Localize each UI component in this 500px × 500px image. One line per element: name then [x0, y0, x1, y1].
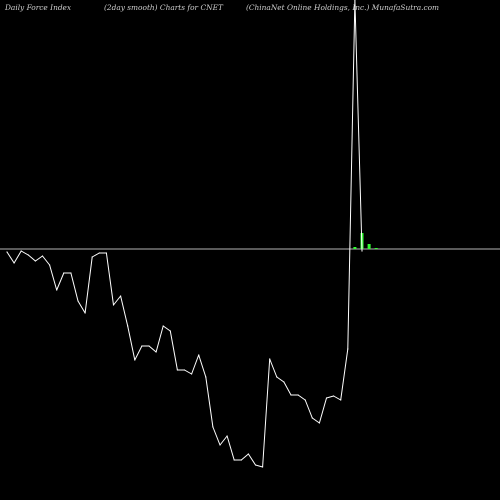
data-point-3	[27, 254, 29, 256]
data-point-6	[49, 264, 51, 266]
chart-header-right: (ChinaNet Online Holdings, Inc.) MunafaS…	[246, 3, 440, 12]
data-point-33	[240, 459, 242, 461]
data-point-2	[20, 250, 22, 252]
data-point-4	[34, 260, 37, 262]
data-point-43	[311, 417, 313, 419]
volume-bar-2	[367, 244, 371, 249]
data-point-10	[77, 300, 79, 302]
data-point-19	[141, 345, 143, 347]
data-point-41	[297, 394, 299, 396]
data-point-35	[254, 464, 257, 466]
chart-header-middle: (2day smooth) Charts for CNET	[104, 3, 223, 12]
data-point-29	[212, 426, 214, 428]
data-point-27	[198, 354, 200, 356]
data-point-49	[354, 0, 356, 1]
data-point-9	[70, 272, 72, 274]
force-index-line	[6, 0, 363, 468]
volume-bar-3	[374, 248, 378, 249]
data-point-1	[13, 262, 15, 264]
data-point-38	[276, 376, 278, 378]
data-point-28	[205, 376, 207, 378]
data-point-14	[105, 252, 107, 254]
chart-header-left: Daily Force Index	[5, 3, 72, 12]
data-point-47	[340, 399, 342, 401]
data-point-37	[269, 358, 271, 360]
data-point-46	[333, 395, 335, 397]
data-point-17	[127, 325, 129, 327]
data-point-7	[56, 289, 58, 291]
data-point-30	[219, 444, 221, 446]
data-point-23	[169, 330, 171, 332]
data-point-0	[6, 251, 8, 253]
data-point-45	[325, 397, 328, 399]
data-point-16	[120, 295, 122, 297]
data-point-42	[304, 399, 306, 401]
data-point-36	[262, 466, 264, 468]
data-point-15	[112, 304, 115, 306]
data-point-39	[283, 381, 285, 383]
data-point-26	[191, 373, 193, 375]
data-point-31	[226, 435, 228, 437]
data-point-24	[176, 369, 178, 371]
data-point-13	[98, 252, 100, 254]
data-point-22	[162, 325, 164, 327]
data-point-48	[347, 348, 349, 350]
data-point-11	[84, 312, 86, 314]
data-point-18	[134, 359, 136, 361]
data-point-8	[63, 272, 65, 274]
data-point-32	[233, 459, 235, 461]
data-point-25	[183, 369, 186, 371]
data-point-40	[290, 394, 292, 396]
data-point-20	[148, 345, 150, 347]
data-point-34	[247, 453, 249, 455]
data-point-50	[361, 250, 363, 252]
data-point-21	[155, 351, 157, 353]
data-point-12	[91, 256, 93, 258]
volume-bar-0	[353, 247, 357, 249]
data-point-5	[41, 255, 44, 257]
data-point-44	[318, 422, 320, 424]
